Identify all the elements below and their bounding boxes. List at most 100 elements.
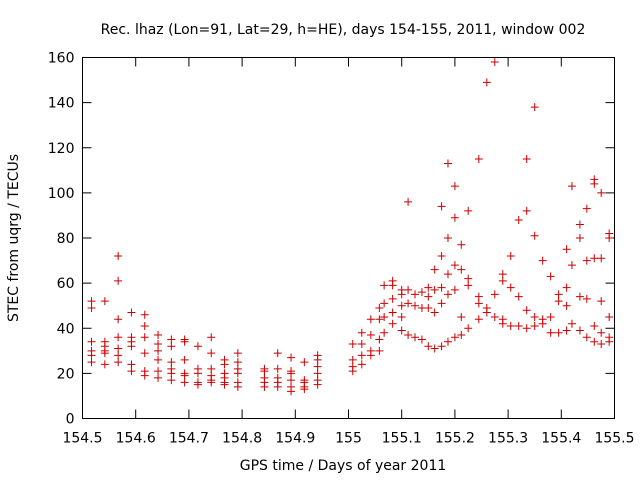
data-point — [538, 319, 547, 328]
data-point — [397, 312, 406, 321]
data-point — [562, 245, 571, 254]
data-point — [357, 351, 366, 360]
x-tick-label: 154.6 — [116, 431, 156, 447]
data-point — [300, 358, 309, 367]
data-point — [424, 283, 433, 292]
data-point — [114, 344, 123, 353]
data-point — [397, 326, 406, 335]
data-point — [87, 337, 96, 346]
data-point — [437, 283, 446, 292]
data-point — [417, 288, 426, 297]
data-point — [114, 252, 123, 261]
data-point — [605, 234, 614, 242]
data-point — [457, 240, 466, 249]
data-point — [450, 285, 459, 294]
data-point — [530, 312, 539, 321]
data-point — [514, 215, 523, 224]
data-point — [424, 292, 433, 301]
data-point — [464, 281, 473, 290]
data-point — [380, 312, 389, 321]
data-point — [575, 234, 584, 242]
data-point — [522, 206, 531, 215]
data-point — [313, 362, 322, 371]
data-point — [582, 294, 591, 303]
data-point — [443, 234, 452, 242]
data-point — [424, 303, 433, 312]
data-point — [562, 283, 571, 292]
data-point — [114, 333, 123, 342]
data-point — [140, 310, 149, 319]
data-point — [366, 331, 375, 340]
data-point — [154, 367, 163, 376]
data-point — [220, 360, 229, 369]
data-point — [114, 358, 123, 367]
data-point — [154, 373, 163, 382]
x-tick-label: 155.3 — [488, 431, 528, 447]
x-tick-label: 154.7 — [169, 431, 209, 447]
y-tick-label: 100 — [48, 186, 75, 202]
data-point — [193, 342, 202, 351]
data-point — [522, 155, 531, 164]
data-point — [443, 290, 452, 299]
data-point — [506, 252, 515, 261]
data-point — [575, 292, 584, 301]
data-point — [490, 312, 499, 321]
data-point — [411, 301, 419, 310]
data-point — [430, 265, 439, 274]
data-point — [127, 308, 136, 317]
x-tick-label: 154.5 — [62, 431, 102, 447]
data-point — [167, 376, 176, 385]
data-point — [457, 331, 466, 340]
data-point — [597, 340, 606, 349]
data-point — [590, 254, 599, 263]
data-point — [490, 290, 499, 299]
data-point — [546, 312, 555, 321]
y-axis-label: STEC from uqrg / TECUs — [6, 154, 22, 322]
data-point — [404, 299, 413, 308]
data-point — [154, 346, 163, 355]
data-point — [167, 335, 176, 344]
data-point — [498, 276, 507, 285]
data-point — [357, 328, 366, 337]
data-point — [443, 337, 452, 346]
data-point — [546, 272, 555, 281]
data-point — [530, 103, 539, 112]
data-point — [482, 78, 491, 87]
data-point — [193, 380, 202, 389]
data-point — [140, 333, 149, 342]
data-point — [357, 360, 366, 369]
data-point — [562, 301, 571, 310]
data-point — [424, 342, 433, 351]
y-tick-label: 160 — [48, 51, 75, 67]
data-point — [357, 340, 366, 349]
data-point — [260, 382, 269, 391]
data-point — [397, 301, 406, 310]
data-point — [430, 344, 439, 353]
data-point — [590, 179, 599, 188]
data-point — [597, 297, 606, 306]
y-tick-label: 140 — [48, 96, 75, 112]
x-tick-label: 155.4 — [541, 431, 581, 447]
data-points — [87, 58, 614, 396]
data-point — [590, 321, 599, 330]
data-point — [375, 315, 384, 324]
data-point — [474, 292, 483, 301]
x-tick-label: 155.2 — [435, 431, 475, 447]
data-point — [450, 333, 459, 342]
data-point — [167, 369, 176, 378]
data-point — [273, 382, 282, 391]
data-point — [220, 380, 229, 389]
data-point — [140, 349, 149, 358]
data-point — [498, 270, 507, 279]
data-point — [348, 367, 357, 376]
data-point — [597, 328, 606, 337]
data-point — [388, 308, 397, 317]
data-point — [597, 254, 606, 263]
data-point — [207, 333, 216, 342]
data-point — [233, 358, 242, 367]
data-point — [287, 387, 296, 396]
data-point — [127, 360, 136, 369]
plot-frame — [82, 57, 615, 419]
data-point — [562, 326, 571, 335]
data-point — [474, 299, 483, 308]
